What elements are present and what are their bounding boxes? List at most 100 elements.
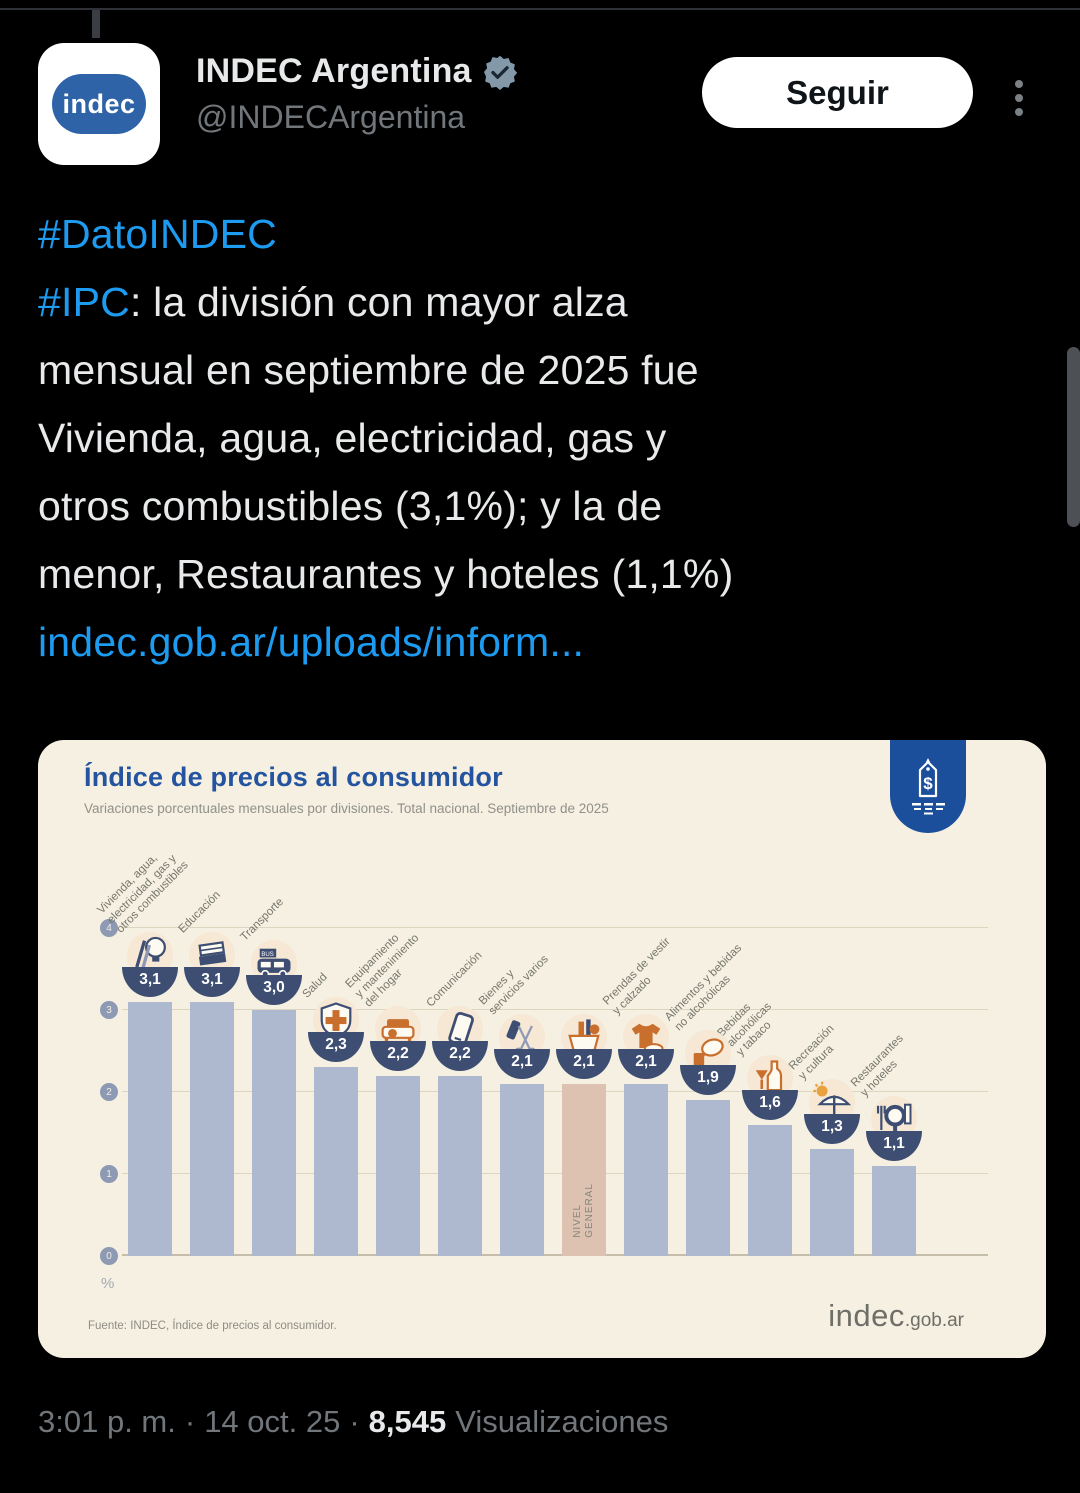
bar xyxy=(128,1002,172,1256)
bar xyxy=(314,1067,358,1256)
brand-suffix: .gob.ar xyxy=(904,1310,964,1331)
value-bowl: 3,0 xyxy=(246,975,302,1005)
bar xyxy=(438,1076,482,1256)
chart-title: Índice de precios al consumidor xyxy=(84,762,503,792)
tweet-text-segment: otros combustibles (3,1%); y la de xyxy=(38,483,663,529)
bar-column: 2,2 Equipamiento y mantenimiento del hogar xyxy=(343,931,426,1256)
follow-button[interactable]: Seguir xyxy=(702,57,973,128)
value-bowl: 1,1 xyxy=(866,1131,922,1161)
source-note: Fuente: INDEC, Índice de precios al cons… xyxy=(88,1320,337,1332)
tweet-text-line: indec.gob.ar/uploads/inform... xyxy=(38,608,733,676)
category-label: Educación xyxy=(176,888,223,935)
value-bowl: 3,1 xyxy=(122,967,178,997)
value-bowl: 1,6 xyxy=(742,1090,798,1120)
bar-column: 2,1 Bienes y servicios varios xyxy=(477,953,551,1256)
bar xyxy=(872,1166,916,1256)
svg-text:$: $ xyxy=(923,774,933,793)
health-icon xyxy=(313,997,359,1043)
value-bowl: 2,1 xyxy=(494,1049,550,1079)
tweet-text-line: #IPC: la división con mayor alza xyxy=(38,268,733,336)
value-bowl: 2,2 xyxy=(432,1041,488,1071)
bar-column: 1,1 Restaurantes y hoteles xyxy=(849,1033,922,1256)
category-label: Recreación y cultura xyxy=(786,1022,837,1082)
bar xyxy=(252,1010,296,1256)
category-label: Salud xyxy=(300,970,330,1000)
value-bowl: 1,9 xyxy=(680,1065,736,1095)
bar-nivel-general: NIVEL GENERAL xyxy=(562,1084,606,1256)
tweet-link[interactable]: indec.gob.ar/uploads/inform... xyxy=(38,619,585,665)
tweet-text-segment: mensual en septiembre de 2025 fue xyxy=(38,347,699,393)
bar-column: BUS 3,0 Transporte xyxy=(238,895,302,1256)
bar xyxy=(190,1002,234,1256)
value-bowl: 2,2 xyxy=(370,1041,426,1071)
author-name[interactable]: INDEC Argentina xyxy=(196,52,472,90)
kebab-dot xyxy=(1015,80,1023,88)
tweet-text: #DatoINDEC #IPC: la división con mayor al… xyxy=(38,200,733,676)
price-tag-icon: $ xyxy=(912,757,945,814)
dot-separator: · xyxy=(349,1404,360,1439)
more-menu-button[interactable] xyxy=(1004,70,1034,126)
tweet-text-line: mensual en septiembre de 2025 fue xyxy=(38,336,733,404)
svg-text:BUS: BUS xyxy=(261,952,273,958)
bar xyxy=(500,1084,544,1256)
price-tag-badge: $ xyxy=(890,740,966,833)
bar-column: 3,1 Educación xyxy=(176,888,240,1256)
gridline xyxy=(122,927,988,928)
chart-subtitle: Variaciones porcentuales mensuales por d… xyxy=(84,801,609,816)
timestamp: 3:01 p. m. xyxy=(38,1404,176,1439)
avatar[interactable]: indec xyxy=(38,43,160,165)
scrollbar-thumb[interactable] xyxy=(1067,347,1080,527)
tweet-link[interactable]: #DatoINDEC xyxy=(38,211,277,257)
gridline xyxy=(122,1254,988,1256)
bar-column: NIVEL GENERAL 2,1 xyxy=(556,1014,612,1256)
indec-gob-ar-logo: indec.gob.ar xyxy=(828,1298,964,1334)
category-label: Comunicación xyxy=(424,948,485,1009)
date: 14 oct. 25 xyxy=(204,1404,341,1439)
y-axis-unit: % xyxy=(101,1275,115,1292)
tweet-text-line: menor, Restaurantes y hoteles (1,1%) xyxy=(38,540,733,608)
tweet-media-chart[interactable]: Índice de precios al consumidor Variacio… xyxy=(38,740,1046,1358)
tweet-text-segment: menor, Restaurantes y hoteles (1,1%) xyxy=(38,551,734,597)
gridline xyxy=(122,1173,988,1174)
y-axis-tick: 2 xyxy=(100,1083,118,1101)
tweet-text-line: otros combustibles (3,1%); y la de xyxy=(38,472,733,540)
bar xyxy=(376,1076,420,1256)
y-axis-tick: 3 xyxy=(100,1001,118,1019)
tweet-text-segment: Vivienda, agua, electricidad, gas y xyxy=(38,415,667,461)
bar-column: 2,1 Prendas de vestir y calzado xyxy=(601,936,674,1256)
bar-column: 2,2 Comunicación xyxy=(424,949,488,1256)
views-label: Visualizaciones xyxy=(455,1404,669,1439)
brand-main: indec xyxy=(828,1298,905,1333)
value-bowl: 3,1 xyxy=(184,967,240,997)
bar xyxy=(810,1149,854,1256)
views-count: 8,545 xyxy=(368,1404,447,1439)
y-axis-tick: 0 xyxy=(100,1247,118,1265)
tweet-text-line: #DatoINDEC xyxy=(38,200,733,268)
nivel-general-label: NIVEL GENERAL xyxy=(572,1183,595,1238)
value-bowl: 1,3 xyxy=(804,1114,860,1144)
category-label: Transporte xyxy=(238,895,286,943)
kebab-dot xyxy=(1015,94,1023,102)
value-bowl: 2,1 xyxy=(618,1049,674,1079)
author-block: INDEC Argentina @INDECArgentina xyxy=(196,52,518,136)
thread-connector-line xyxy=(92,10,100,38)
bar-column: 1,6 Bebidas alcohólicas y tabaco xyxy=(715,1000,798,1256)
author-handle[interactable]: @INDECArgentina xyxy=(196,99,466,135)
gridline xyxy=(122,1091,988,1092)
bars-row: 3,1 Vivienda, agua, electricidad, gas y otr… xyxy=(95,851,922,1256)
y-axis-tick: 4 xyxy=(100,919,118,937)
bar-column: 1,9 Alimentos y bebidas no alcohólicas xyxy=(663,942,744,1256)
value-bowl: 2,1 xyxy=(556,1049,612,1079)
bar xyxy=(748,1125,792,1256)
bar xyxy=(686,1100,730,1256)
dot-separator: · xyxy=(184,1404,196,1439)
category-label: Restaurantes y hoteles xyxy=(848,1032,906,1099)
bar-column: 3,1 Vivienda, agua, electricidad, gas y otr… xyxy=(95,851,191,1256)
tweet-text-segment: : la división con mayor alza xyxy=(129,279,628,325)
category-label: Bienes y servicios varios xyxy=(476,952,551,1017)
restaurants-icon xyxy=(871,1096,917,1142)
tweet-divider xyxy=(0,8,1080,10)
value-bowl: 2,3 xyxy=(308,1032,364,1062)
tweet-link[interactable]: #IPC xyxy=(38,279,130,325)
